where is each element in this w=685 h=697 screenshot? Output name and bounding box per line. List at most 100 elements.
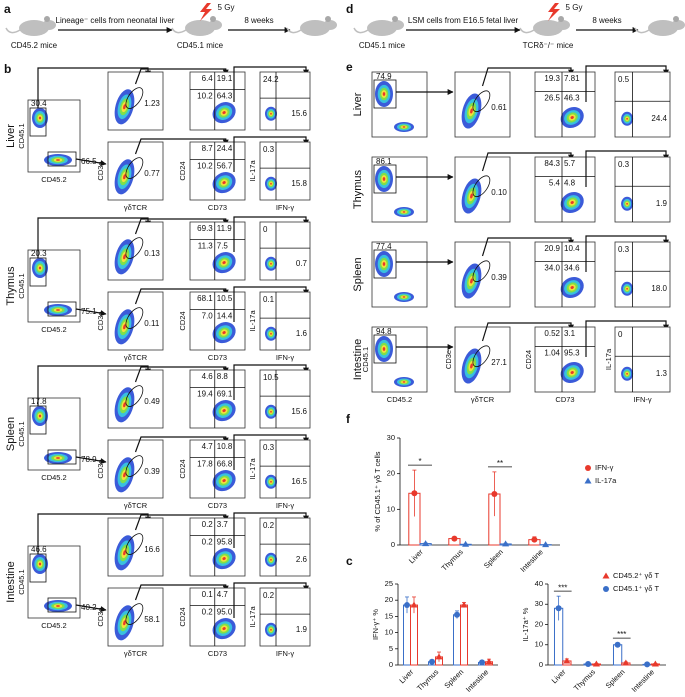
density xyxy=(270,112,272,115)
label: 69.1 xyxy=(217,390,233,399)
plot-frame xyxy=(259,517,311,577)
irradiation-icon xyxy=(200,3,212,21)
gate xyxy=(472,345,491,368)
label: 0.2 xyxy=(202,608,214,617)
axis-label: CD3e xyxy=(96,607,105,626)
density xyxy=(38,116,42,120)
axis-label: CD45.1 xyxy=(17,421,26,446)
label: 0.49 xyxy=(144,397,160,406)
arrow xyxy=(585,235,669,272)
tissue-label: Intestine xyxy=(5,561,17,603)
density xyxy=(123,550,126,556)
mouse-icon xyxy=(353,27,369,34)
mouse-icon xyxy=(19,20,49,36)
density xyxy=(570,286,574,289)
gate xyxy=(125,307,144,329)
label: 58.1 xyxy=(144,615,160,624)
gate xyxy=(125,385,144,407)
density xyxy=(56,457,60,459)
axis-label: CD24 xyxy=(178,311,187,330)
label: 10.5 xyxy=(217,294,233,303)
plot-frame xyxy=(614,156,671,223)
label: 17.8 xyxy=(197,460,213,469)
legend-marker xyxy=(585,465,591,471)
density xyxy=(222,557,226,561)
axis-label: CD45.2 xyxy=(387,395,412,404)
y-tick-label: 20 xyxy=(535,619,543,628)
mean-marker xyxy=(502,540,510,547)
density xyxy=(222,111,226,115)
gate xyxy=(373,334,397,364)
axis-label: IL-17a xyxy=(248,160,257,182)
y-axis-label: % of CD45.1⁺ γδ T cells xyxy=(373,451,382,531)
gate xyxy=(125,603,144,625)
mouse-icon xyxy=(648,20,678,36)
label: 24.4 xyxy=(217,144,233,153)
plot-frame xyxy=(259,369,311,429)
mouse-icon xyxy=(556,20,570,30)
density xyxy=(270,262,272,265)
label: 69.3 xyxy=(197,224,213,233)
density xyxy=(123,254,126,260)
axis-label: CD73 xyxy=(208,353,227,362)
label: 56.7 xyxy=(217,162,233,171)
significance: ** xyxy=(497,459,503,468)
density xyxy=(222,261,226,265)
tissue-label: Thymus xyxy=(5,266,17,306)
gate xyxy=(125,533,144,555)
mean-marker xyxy=(404,602,410,609)
axis-label: CD73 xyxy=(208,649,227,658)
axis-label: CD45.2 xyxy=(41,175,66,184)
tissue-label: Spleen xyxy=(5,417,17,451)
significance: *** xyxy=(558,583,567,592)
plot-frame xyxy=(259,439,311,499)
x-tick-label: Intestine xyxy=(518,547,544,573)
y-tick-label: 0 xyxy=(539,660,543,669)
mean-marker xyxy=(410,601,418,608)
tissue-label: Spleen xyxy=(352,257,364,291)
y-tick-label: 0 xyxy=(391,540,395,549)
panel-label: f xyxy=(346,412,351,426)
label: 0.11 xyxy=(144,319,160,328)
label: 86.1 xyxy=(376,157,392,166)
y-tick-label: 20 xyxy=(387,469,395,478)
y-tick-label: 10 xyxy=(385,628,393,637)
label: 46.3 xyxy=(564,94,580,103)
label: 94.8 xyxy=(376,327,392,336)
arrow xyxy=(585,150,669,187)
density xyxy=(270,410,272,413)
y-axis-label: IFN-γ⁺ % xyxy=(371,609,380,640)
significance: *** xyxy=(617,630,626,639)
x-tick-label: Liver xyxy=(550,667,568,685)
tissue-label: Thymus xyxy=(352,169,364,209)
density xyxy=(402,381,406,383)
bar xyxy=(460,604,468,666)
density xyxy=(626,202,628,205)
mouse-icon xyxy=(44,16,50,22)
density xyxy=(222,479,226,483)
label: 0.61 xyxy=(491,103,507,112)
density xyxy=(123,324,126,330)
arrow xyxy=(481,237,574,257)
label: 2.6 xyxy=(296,555,308,564)
axis-label: IFN-γ xyxy=(276,501,295,510)
significance: * xyxy=(418,457,421,466)
x-tick-label: Thymus xyxy=(440,547,465,572)
arrow xyxy=(233,512,309,548)
arrow xyxy=(75,158,107,167)
y-tick-label: 40 xyxy=(535,579,543,588)
density xyxy=(382,177,386,181)
bar xyxy=(453,614,461,666)
x-tick-label: Liver xyxy=(397,667,415,685)
arrow xyxy=(233,582,309,618)
density xyxy=(570,371,574,374)
label: 27.1 xyxy=(491,358,507,367)
mean-marker xyxy=(592,660,600,667)
density xyxy=(56,309,60,311)
axis-label: CD24 xyxy=(178,161,187,180)
mouse-label: CD45.2 mice xyxy=(11,41,58,50)
label: 1.04 xyxy=(544,349,560,358)
y-tick-label: 30 xyxy=(535,599,543,608)
arrow xyxy=(233,364,309,400)
density xyxy=(382,262,386,266)
